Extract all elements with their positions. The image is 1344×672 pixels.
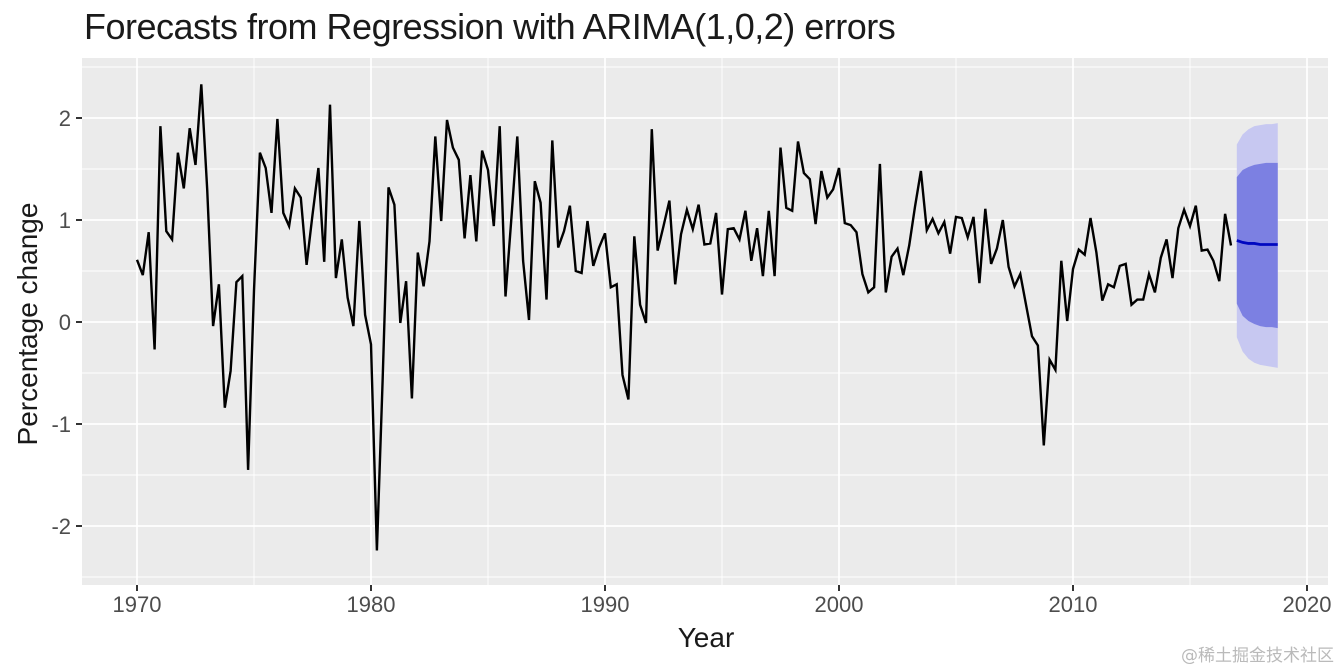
y-tick-label: 0 [59,310,71,335]
x-axis-title: Year [677,622,735,653]
x-tick-label: 2000 [815,592,864,617]
x-tick-label: 1980 [347,592,396,617]
x-tick-label: 1990 [581,592,630,617]
chart-title: Forecasts from Regression with ARIMA(1,0… [84,6,896,47]
watermark: @稀土掘金技术社区 [1181,646,1334,666]
x-tick-label: 1970 [113,592,162,617]
x-tick-label: 2010 [1049,592,1098,617]
y-axis-title: Percentage change [12,202,43,446]
y-tick-label: -2 [51,514,71,539]
y-tick-label: 2 [59,106,71,131]
x-tick-label: 2020 [1283,592,1332,617]
observed-series-line [135,84,1233,551]
y-tick-label: -1 [51,412,71,437]
forecast-band-80 [1236,162,1278,329]
y-tick-label: 1 [59,208,71,233]
forecast-mean-line [1236,239,1278,246]
